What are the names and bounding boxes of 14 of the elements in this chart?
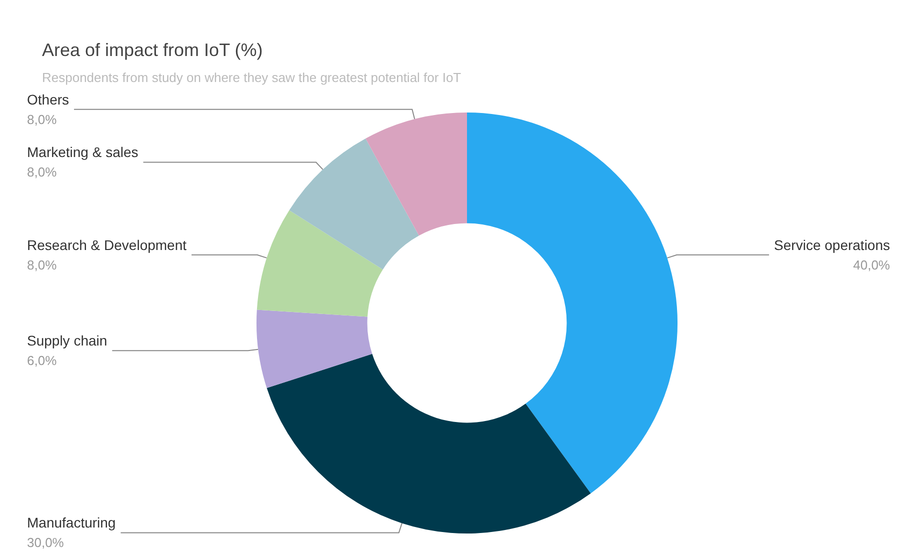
slice-label: Service operations [774, 236, 890, 253]
slice-label: Marketing & sales [27, 144, 138, 160]
data-label: 40,0% [853, 257, 890, 272]
slice-label: Others [27, 91, 70, 108]
data-label: 30,0% [27, 535, 64, 550]
chart-title: Area of impact from IoT (%) [42, 40, 263, 60]
data-label: 8,0% [27, 257, 58, 272]
data-label: 6,0% [27, 353, 58, 368]
data-label: 8,0% [27, 112, 58, 127]
data-label: 8,0% [27, 164, 58, 180]
chart-subtitle: Respondents from study on where they saw the greatest potential for IoT [42, 70, 462, 85]
slice-label: Supply chain [27, 332, 108, 349]
slice-label: Research & Development [27, 236, 187, 253]
slice-label: Manufacturing [27, 514, 116, 531]
